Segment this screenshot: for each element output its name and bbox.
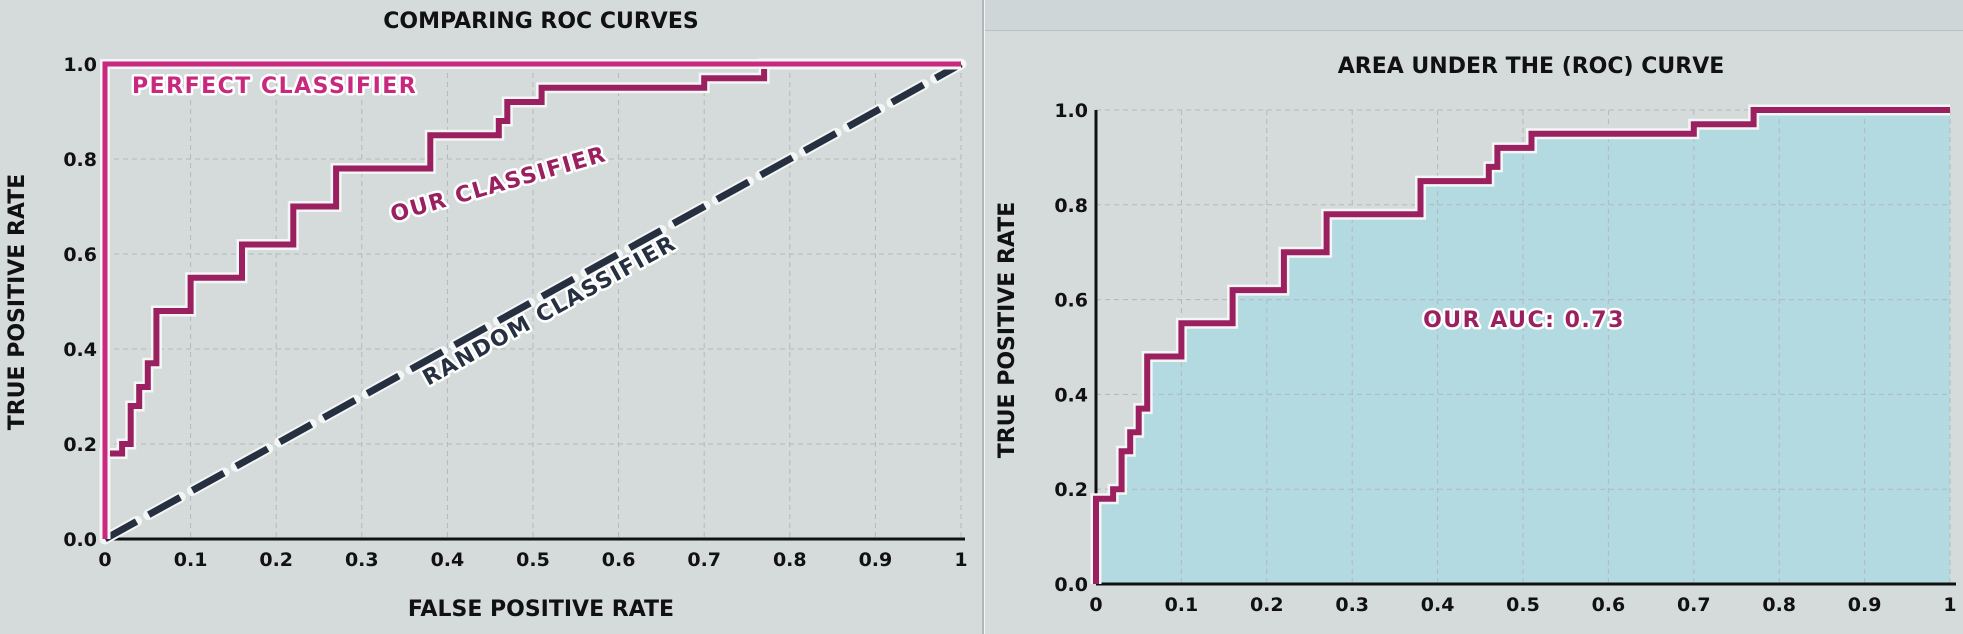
right-plot-area: 0 0.1 0.2 0.3 0.4 0.5 0.6 0.7 0.8 0.9 1 0.0 0.2 0.4 0.… — [1054, 100, 1956, 616]
right-panel-header-band — [984, 0, 1963, 31]
right-y-tick-label: 0.0 — [1054, 574, 1088, 596]
left-x-tick-label: 1 — [954, 549, 967, 571]
right-x-tick-label: 0.8 — [1762, 594, 1796, 616]
left-plot-area: 0 0.1 0.2 0.3 0.4 0.5 0.6 0.7 0.8 0.9 1 0.0 0.2 0.4 0.… — [63, 54, 967, 571]
right-x-tick-label: 0.7 — [1677, 594, 1711, 616]
right-x-tick-label: 0.6 — [1592, 594, 1626, 616]
left-x-tick-label: 0.7 — [687, 549, 721, 571]
left-x-tick-label: 0.4 — [431, 549, 465, 571]
perfect-classifier-line — [102, 61, 961, 539]
perfect-classifier-label: PERFECT CLASSIFIER — [132, 74, 417, 99]
right-x-tick-label: 0.4 — [1421, 594, 1455, 616]
right-x-tick-label: 0.9 — [1848, 594, 1882, 616]
left-chart-panel — [0, 0, 982, 634]
right-x-tick-label: 0.3 — [1335, 594, 1369, 616]
left-y-tick-label: 1.0 — [63, 54, 97, 76]
right-x-tick-label: 0 — [1089, 594, 1102, 616]
our-classifier-line — [102, 61, 961, 539]
left-y-tick-label: 0.2 — [63, 434, 97, 456]
our-classifier-label: OUR CLASSIFIER — [388, 142, 610, 228]
right-y-tick-label: 1.0 — [1054, 100, 1088, 122]
random-classifier-label: RANDOM CLASSIFIER — [419, 231, 681, 391]
left-x-tick-label: 0.9 — [859, 549, 893, 571]
left-x-tick-label: 0.1 — [174, 549, 208, 571]
left-chart-title: COMPARING ROC CURVES — [383, 9, 698, 34]
left-y-tick-label: 0.4 — [63, 339, 97, 361]
left-x-axis-label: FALSE POSITIVE RATE — [408, 597, 674, 622]
left-y-tick-label: 0.8 — [63, 149, 97, 171]
right-chart-title: AREA UNDER THE (ROC) CURVE — [1338, 54, 1725, 79]
right-y-tick-label: 0.4 — [1054, 384, 1088, 406]
left-x-tick-label: 0.5 — [516, 549, 550, 571]
left-x-tick-label: 0 — [98, 549, 111, 571]
left-y-tick-label: 0.0 — [63, 529, 97, 551]
auc-value-label: OUR AUC: 0.73 — [1423, 308, 1625, 333]
left-x-tick-label: 0.8 — [773, 549, 807, 571]
right-panel-edge — [984, 0, 985, 634]
right-y-tick-label: 0.2 — [1054, 479, 1088, 501]
left-x-tick-label: 0.3 — [345, 549, 379, 571]
left-y-axis-label: TRUE POSITIVE RATE — [5, 174, 30, 431]
right-y-axis-label: TRUE POSITIVE RATE — [995, 202, 1020, 459]
right-x-tick-label: 0.5 — [1506, 594, 1540, 616]
left-x-tick-label: 0.6 — [602, 549, 636, 571]
panel-divider — [982, 0, 984, 634]
auc-curve-line — [1093, 107, 1950, 584]
right-x-tick-label: 0.1 — [1165, 594, 1199, 616]
left-x-tick-label: 0.2 — [259, 549, 293, 571]
random-classifier-line — [103, 60, 963, 543]
right-y-tick-label: 0.8 — [1054, 195, 1088, 217]
right-y-tick-label: 0.6 — [1054, 290, 1088, 312]
right-x-tick-label: 0.2 — [1250, 594, 1284, 616]
right-x-tick-label: 1 — [1943, 594, 1956, 616]
left-y-tick-label: 0.6 — [63, 244, 97, 266]
